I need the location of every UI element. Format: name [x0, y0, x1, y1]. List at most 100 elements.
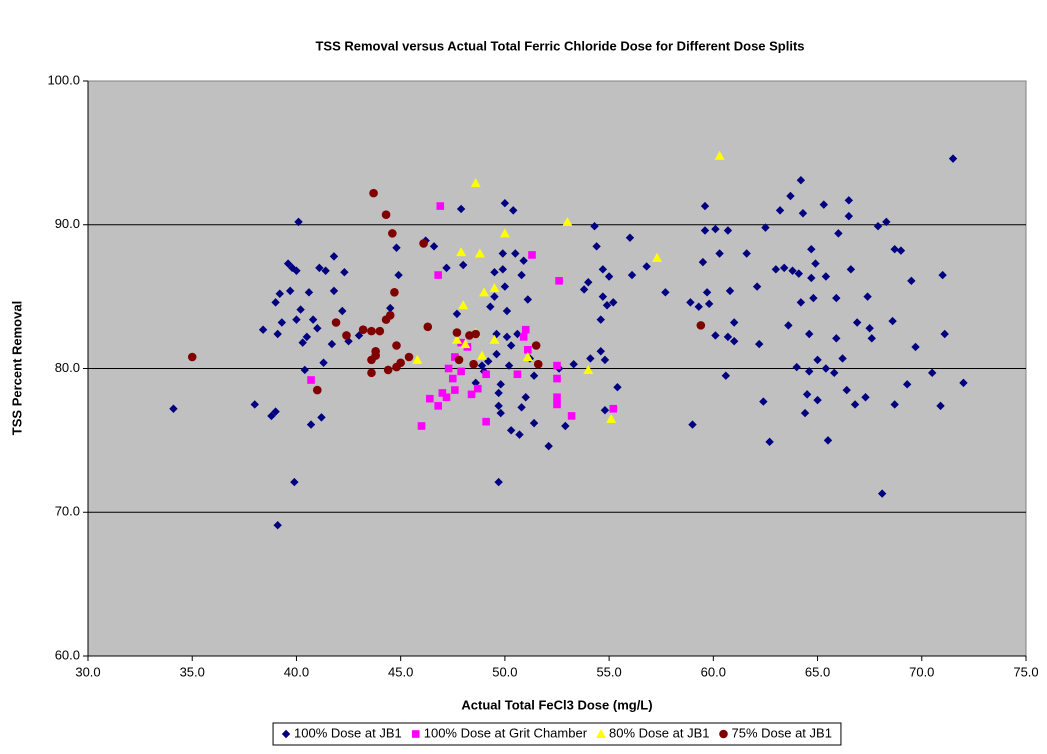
- point: [319, 358, 328, 367]
- point: [471, 329, 481, 339]
- point: [819, 200, 829, 209]
- point: [271, 298, 280, 307]
- point: [600, 355, 610, 365]
- legend: 100% Dose at JB1 100% Dose at Grit Chambe…: [272, 722, 842, 746]
- legend-label: 100% Dose at JB1: [294, 725, 402, 740]
- point: [775, 206, 785, 215]
- point: [786, 191, 795, 201]
- point: [759, 397, 768, 406]
- point: [865, 324, 874, 333]
- point: [834, 229, 843, 238]
- point: [529, 418, 539, 428]
- point: [467, 390, 476, 399]
- point: [698, 257, 708, 267]
- point: [490, 267, 499, 277]
- point: [725, 286, 735, 296]
- point: [434, 271, 442, 279]
- point: [813, 355, 822, 365]
- point: [383, 365, 393, 375]
- point: [521, 393, 530, 402]
- point: [340, 267, 349, 277]
- point: [583, 364, 594, 374]
- point: [250, 400, 259, 409]
- legend-box: [272, 722, 842, 746]
- point: [700, 226, 710, 235]
- point: [482, 370, 490, 379]
- legend-marker: [411, 730, 420, 738]
- point: [805, 367, 814, 376]
- point: [821, 272, 831, 281]
- point: [788, 266, 797, 275]
- point: [844, 196, 854, 205]
- point: [528, 251, 536, 259]
- point: [807, 244, 816, 254]
- point: [780, 263, 789, 273]
- point: [896, 246, 906, 255]
- point: [569, 359, 578, 369]
- point: [327, 339, 337, 349]
- point: [312, 385, 322, 395]
- point: [476, 350, 487, 360]
- point: [496, 380, 505, 389]
- point: [523, 295, 533, 304]
- point: [911, 342, 920, 352]
- point: [688, 420, 697, 429]
- point: [529, 371, 539, 380]
- y-tick-label: 90.0: [55, 216, 80, 231]
- point: [794, 269, 803, 278]
- y-axis-title: TSS Percent Removal: [9, 301, 24, 435]
- point: [823, 436, 833, 445]
- point: [877, 489, 887, 498]
- point: [277, 318, 287, 327]
- x-tick-label: 35.0: [180, 664, 205, 679]
- point: [429, 242, 439, 251]
- point: [517, 270, 526, 280]
- point: [936, 401, 945, 411]
- series: [307, 202, 618, 430]
- point: [882, 217, 891, 227]
- legend-marker: [281, 729, 291, 739]
- series: [412, 150, 725, 423]
- point: [907, 276, 916, 286]
- point: [846, 265, 856, 274]
- point: [489, 283, 500, 292]
- point: [700, 201, 710, 211]
- point: [273, 329, 282, 339]
- point: [890, 244, 899, 254]
- point: [388, 229, 397, 238]
- point: [442, 393, 451, 402]
- series: [169, 154, 968, 530]
- point: [329, 252, 339, 261]
- x-tick-label: 40.0: [284, 664, 309, 679]
- point: [888, 316, 897, 326]
- point: [273, 520, 282, 530]
- point: [498, 249, 508, 258]
- point: [489, 334, 500, 344]
- point: [928, 368, 937, 378]
- point: [504, 361, 514, 370]
- point: [285, 286, 295, 296]
- point: [460, 339, 471, 349]
- point: [459, 260, 468, 270]
- point: [852, 318, 862, 327]
- point: [500, 198, 510, 208]
- point: [292, 266, 301, 275]
- point: [642, 262, 651, 271]
- point: [579, 285, 589, 294]
- point: [417, 422, 426, 430]
- point: [313, 324, 322, 333]
- x-tick-label: 60.0: [701, 664, 726, 679]
- point: [283, 259, 293, 268]
- point: [296, 305, 305, 314]
- point: [426, 394, 434, 403]
- point: [306, 420, 316, 429]
- point: [715, 249, 724, 258]
- point: [300, 365, 309, 375]
- point: [375, 326, 385, 336]
- point: [861, 393, 870, 402]
- point: [298, 338, 307, 347]
- point: [902, 380, 912, 389]
- point: [458, 300, 469, 310]
- point: [494, 401, 503, 411]
- point: [304, 288, 314, 297]
